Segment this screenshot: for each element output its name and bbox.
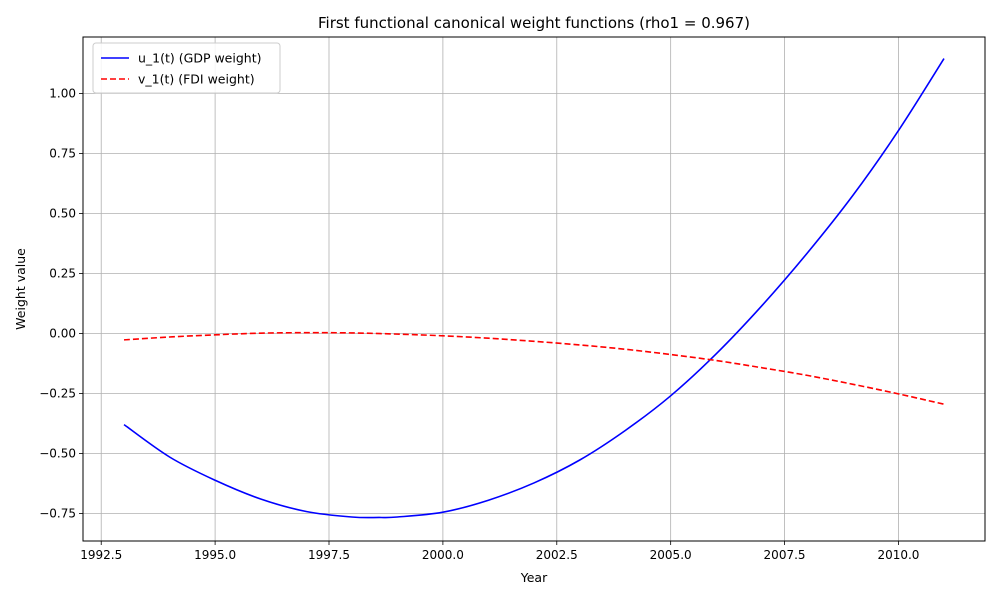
x-tick-label: 1992.5	[80, 548, 122, 562]
x-axis-label: Year	[520, 570, 548, 585]
y-tick-label: 0.25	[49, 266, 76, 280]
x-tick-label: 2005.0	[650, 548, 692, 562]
y-tick-label: 1.00	[49, 86, 76, 100]
y-tick-label: 0.50	[49, 206, 76, 220]
x-tick-label: 1997.5	[308, 548, 350, 562]
axes-frame	[82, 36, 986, 542]
chart-title: First functional canonical weight functi…	[318, 14, 750, 32]
ticks: 1992.5 1995.0 1997.5 2000.0 2002.5 2005.0 2007…	[39, 86, 919, 562]
plot-area	[123, 58, 945, 519]
y-tick-label: 0.00	[49, 326, 76, 340]
x-tick-label: 1995.0	[194, 548, 236, 562]
x-tick-label: 2000.0	[422, 548, 464, 562]
y-axis-label: Weight value	[13, 248, 28, 330]
legend: u_1(t) (GDP weight) v_1(t) (FDI weight)	[92, 42, 281, 94]
legend-label: u_1(t) (GDP weight)	[138, 51, 261, 66]
x-tick-label: 2002.5	[536, 548, 578, 562]
y-tick-label: −0.75	[39, 506, 76, 520]
y-tick-label: −0.25	[39, 386, 76, 400]
x-tick-label: 2010.0	[877, 548, 919, 562]
y-tick-label: −0.50	[39, 446, 76, 460]
y-tick-label: 0.75	[49, 146, 76, 160]
series-line-gdp-weight	[123, 58, 945, 519]
x-tick-label: 2007.5	[764, 548, 806, 562]
grid	[83, 37, 985, 541]
series-line-fdi-weight	[123, 331, 945, 405]
legend-box	[92, 42, 281, 94]
legend-label: v_1(t) (FDI weight)	[138, 72, 255, 87]
